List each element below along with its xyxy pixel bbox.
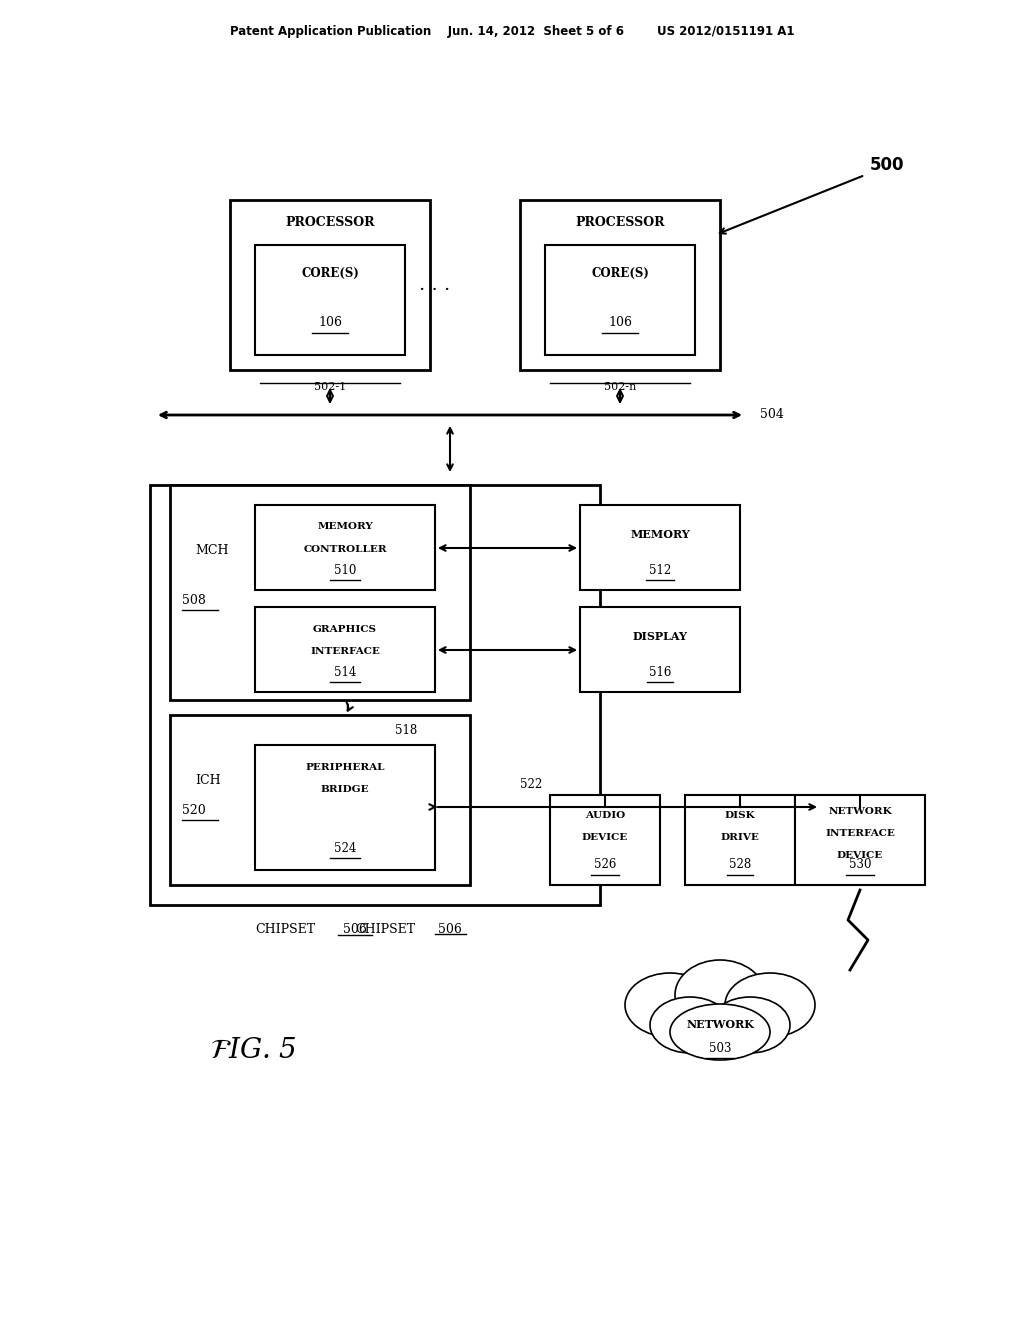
Text: 506: 506 — [343, 923, 367, 936]
Text: DISPLAY: DISPLAY — [633, 631, 687, 643]
Text: 516: 516 — [649, 665, 671, 678]
Text: MEMORY: MEMORY — [630, 529, 690, 540]
FancyBboxPatch shape — [795, 795, 925, 884]
Text: 528: 528 — [729, 858, 752, 871]
Ellipse shape — [710, 997, 790, 1053]
Text: CHIPSET: CHIPSET — [255, 923, 315, 936]
Text: . . .: . . . — [420, 276, 451, 294]
FancyBboxPatch shape — [170, 484, 470, 700]
Text: 508: 508 — [182, 594, 206, 606]
FancyBboxPatch shape — [255, 506, 435, 590]
FancyBboxPatch shape — [255, 744, 435, 870]
Text: 524: 524 — [334, 842, 356, 854]
Text: $\mathcal{F}$IG. 5: $\mathcal{F}$IG. 5 — [210, 1036, 297, 1064]
Text: PERIPHERAL: PERIPHERAL — [305, 763, 385, 771]
Text: ICH: ICH — [195, 774, 220, 787]
Text: 502-n: 502-n — [604, 381, 636, 392]
Text: 520: 520 — [182, 804, 206, 817]
Text: INTERFACE: INTERFACE — [825, 829, 895, 837]
Text: 506: 506 — [438, 923, 462, 936]
Text: 503: 503 — [709, 1041, 731, 1055]
Text: BRIDGE: BRIDGE — [321, 784, 370, 793]
Ellipse shape — [650, 997, 730, 1053]
Text: CHIPSET: CHIPSET — [355, 923, 415, 936]
Text: 502-1: 502-1 — [314, 381, 346, 392]
Text: 512: 512 — [649, 564, 671, 577]
Text: MEMORY: MEMORY — [317, 523, 373, 532]
Text: CORE(S): CORE(S) — [301, 267, 359, 280]
Ellipse shape — [625, 973, 715, 1038]
FancyBboxPatch shape — [230, 201, 430, 370]
Text: 522: 522 — [520, 779, 543, 792]
Text: DRIVE: DRIVE — [721, 833, 760, 842]
FancyBboxPatch shape — [550, 795, 660, 884]
Text: AUDIO: AUDIO — [585, 810, 625, 820]
Text: PROCESSOR: PROCESSOR — [286, 215, 375, 228]
Text: NETWORK: NETWORK — [686, 1019, 754, 1031]
Text: DEVICE: DEVICE — [837, 850, 883, 859]
Text: MCH: MCH — [195, 544, 228, 557]
FancyBboxPatch shape — [580, 607, 740, 692]
FancyBboxPatch shape — [580, 506, 740, 590]
Text: PROCESSOR: PROCESSOR — [575, 215, 665, 228]
FancyBboxPatch shape — [545, 246, 695, 355]
Text: 106: 106 — [318, 317, 342, 330]
Text: Patent Application Publication    Jun. 14, 2012  Sheet 5 of 6        US 2012/015: Patent Application Publication Jun. 14, … — [229, 25, 795, 38]
Text: INTERFACE: INTERFACE — [310, 647, 380, 656]
Text: DISK: DISK — [725, 810, 756, 820]
Text: CONTROLLER: CONTROLLER — [303, 544, 387, 553]
Ellipse shape — [675, 960, 765, 1030]
Text: 518: 518 — [395, 723, 417, 737]
Text: 106: 106 — [608, 317, 632, 330]
Text: 514: 514 — [334, 665, 356, 678]
Text: GRAPHICS: GRAPHICS — [313, 624, 377, 634]
Text: DEVICE: DEVICE — [582, 833, 628, 842]
Text: 530: 530 — [849, 858, 871, 871]
Text: 526: 526 — [594, 858, 616, 871]
Text: CORE(S): CORE(S) — [591, 267, 649, 280]
Text: NETWORK: NETWORK — [828, 807, 892, 816]
FancyBboxPatch shape — [520, 201, 720, 370]
FancyBboxPatch shape — [170, 715, 470, 884]
FancyBboxPatch shape — [255, 607, 435, 692]
FancyBboxPatch shape — [150, 484, 600, 906]
Text: 510: 510 — [334, 564, 356, 577]
FancyBboxPatch shape — [685, 795, 795, 884]
Text: 500: 500 — [870, 156, 904, 174]
Text: 504: 504 — [760, 408, 784, 421]
Ellipse shape — [670, 1005, 770, 1060]
FancyBboxPatch shape — [255, 246, 406, 355]
Ellipse shape — [725, 973, 815, 1038]
